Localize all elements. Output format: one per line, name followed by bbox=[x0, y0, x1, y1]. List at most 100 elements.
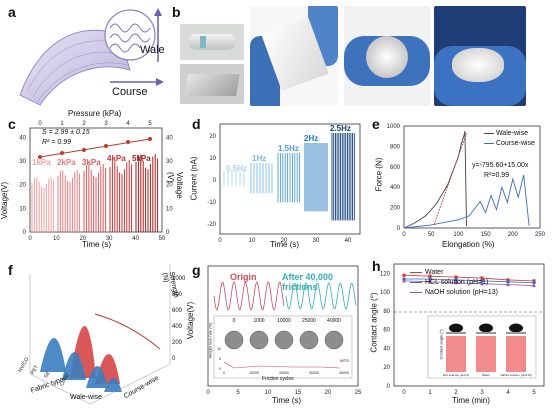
droplet-photo bbox=[509, 323, 523, 333]
c-toptick: 1 bbox=[60, 121, 64, 127]
pressure-label-1: 1kPa bbox=[32, 158, 51, 167]
hcl-point bbox=[428, 277, 432, 281]
legend-entry: NaOH solution (pH=13) bbox=[410, 288, 498, 298]
h-ylabel: Contact angle (°) bbox=[369, 292, 379, 353]
freq-label-1: 0.5Hz bbox=[226, 164, 247, 173]
top-axis-label: Pressure (kPa) bbox=[68, 109, 122, 118]
c-toptick: 0 bbox=[38, 121, 42, 127]
naoh-point bbox=[428, 279, 432, 284]
c-ytick-left: 40 bbox=[19, 135, 26, 141]
water-point bbox=[480, 276, 484, 280]
course-label: Course bbox=[112, 86, 148, 98]
h-ytick: 100 bbox=[380, 290, 391, 296]
pressure-label-4: 4kPa bbox=[107, 154, 126, 163]
panel-e: e 0 50 100 150 200 250 0 200 400 600 800 1000 Force… bbox=[372, 112, 554, 252]
fit-equation: y=-795.60+15.00x bbox=[472, 162, 529, 169]
panel-g: g 0 10000 20000 30000 40000 0 5 10 0 5 10 15 20 25 O… bbox=[186, 254, 364, 407]
g-title-after: After 40,000 frictions bbox=[282, 272, 334, 292]
panel-label-d: d bbox=[192, 116, 201, 132]
fabric-sample-photo bbox=[274, 330, 294, 350]
photo-stretched-fabric bbox=[250, 6, 338, 106]
droplet-photo bbox=[449, 323, 463, 333]
f-ztick: 800 bbox=[172, 292, 183, 298]
g-ylabel: Voltage(V) bbox=[186, 301, 196, 340]
legend-wale: Wale-wise bbox=[484, 130, 528, 137]
hcl-point bbox=[454, 278, 458, 282]
e-ytick: 400 bbox=[390, 185, 401, 191]
hcl-point bbox=[480, 279, 484, 283]
photo-crumpled-fabric bbox=[434, 6, 526, 106]
panel-label-f: f bbox=[8, 262, 13, 278]
h-xtick: 4 bbox=[506, 390, 510, 396]
photo-twisted-fabric bbox=[344, 6, 430, 106]
hcl-point bbox=[532, 281, 536, 285]
f-ztick: 200 bbox=[172, 340, 183, 346]
inset-bar-chart: HCl solution (pH=1) Water NaOH solution (p… bbox=[427, 315, 537, 379]
fabric-sample-photo bbox=[224, 330, 244, 350]
e-xtick: 200 bbox=[508, 232, 519, 238]
c-ytick-right: 30 bbox=[166, 159, 173, 165]
g-xtick: 5 bbox=[236, 390, 240, 396]
contact-angle-chart: 0 1 2 3 4 5 0 20 40 60 80 100 120 HCl solution (pH=1… bbox=[380, 263, 545, 396]
c-ytick-left: 30 bbox=[19, 159, 26, 165]
g-xtick: 0 bbox=[206, 390, 210, 396]
series-course bbox=[403, 174, 530, 229]
h-ytick: 60 bbox=[383, 328, 390, 334]
f-ztick: 1000 bbox=[172, 276, 186, 282]
fabric-sample-photo bbox=[249, 330, 269, 350]
h-xtick: 2 bbox=[454, 390, 458, 396]
legend-label: HCL solution (pH=1) bbox=[425, 279, 489, 286]
freq-label-5: 2.5Hz bbox=[330, 124, 351, 133]
c-toptick: 3 bbox=[104, 121, 108, 127]
droplet-substrate bbox=[506, 332, 526, 334]
panel-b: b bbox=[172, 0, 554, 110]
fit-line bbox=[433, 133, 467, 226]
pressure-label-3: 3kPa bbox=[82, 158, 101, 167]
h-legend: Water HCL solution (pH=1) NaOH solution (p… bbox=[410, 268, 498, 298]
panel-label-h: h bbox=[372, 258, 381, 274]
h-ytick: 40 bbox=[383, 346, 390, 352]
c-ytick-right: 20 bbox=[166, 183, 173, 189]
g-inset-xtick: 40000 bbox=[339, 371, 349, 375]
c-ytick-right: 0 bbox=[166, 230, 170, 236]
fit-r2: R²=0.99 bbox=[484, 172, 510, 179]
legend-label: Water bbox=[425, 269, 444, 276]
panel-label-a: a bbox=[8, 4, 16, 20]
c-xtick: 30 bbox=[106, 236, 113, 242]
panel-label-e: e bbox=[372, 116, 380, 132]
series-line bbox=[403, 280, 535, 286]
legend-course-label: Course-wise bbox=[495, 140, 535, 147]
water-point bbox=[506, 278, 510, 282]
g-xlabel: Time (s) bbox=[272, 396, 302, 405]
h-xtick: 5 bbox=[532, 390, 536, 396]
g-inset-ylabel: Weight loss rate (%) bbox=[207, 322, 213, 359]
g-xtick: 15 bbox=[295, 390, 302, 396]
wale-label: Wale bbox=[140, 44, 165, 56]
e-ytick: 800 bbox=[390, 144, 401, 150]
d-xtick: 10 bbox=[249, 238, 256, 244]
legend-swatch bbox=[410, 281, 422, 283]
c-toptick: 2 bbox=[82, 121, 86, 127]
inset-bar-label: Water bbox=[482, 373, 490, 377]
d-xtick: 30 bbox=[313, 238, 320, 244]
right-ylabel: Voltage (V) bbox=[166, 172, 184, 199]
wave-after-friction bbox=[285, 282, 357, 310]
inset-bar bbox=[506, 336, 526, 372]
panel-label-b: b bbox=[172, 4, 181, 20]
droplet-photo bbox=[479, 323, 493, 333]
force-elongation-chart: 0 50 100 150 200 250 0 200 400 600 800 1000 bbox=[387, 124, 546, 238]
inset-bar bbox=[476, 336, 496, 372]
fabric-sample-photo bbox=[299, 330, 319, 350]
c-ytick-right: 40 bbox=[166, 135, 173, 141]
sensitivity-eq: S = 2.99 ± 0.15 bbox=[42, 129, 90, 136]
d-xtick: 20 bbox=[281, 238, 288, 244]
d-ytick: 0 bbox=[213, 178, 217, 184]
h-ytick: 120 bbox=[380, 271, 391, 277]
d-ytick: -20 bbox=[207, 222, 216, 228]
d-ytick: -10 bbox=[207, 200, 216, 206]
panel-h: h 0 1 2 3 4 5 0 20 40 60 80 100 120 HCl solution (pH… bbox=[364, 254, 554, 407]
g-inset-xtick: 20000 bbox=[279, 371, 289, 375]
panel-f: f Strength (N) Fabric type Course-wise W… bbox=[0, 254, 190, 407]
naoh-point bbox=[402, 278, 406, 283]
